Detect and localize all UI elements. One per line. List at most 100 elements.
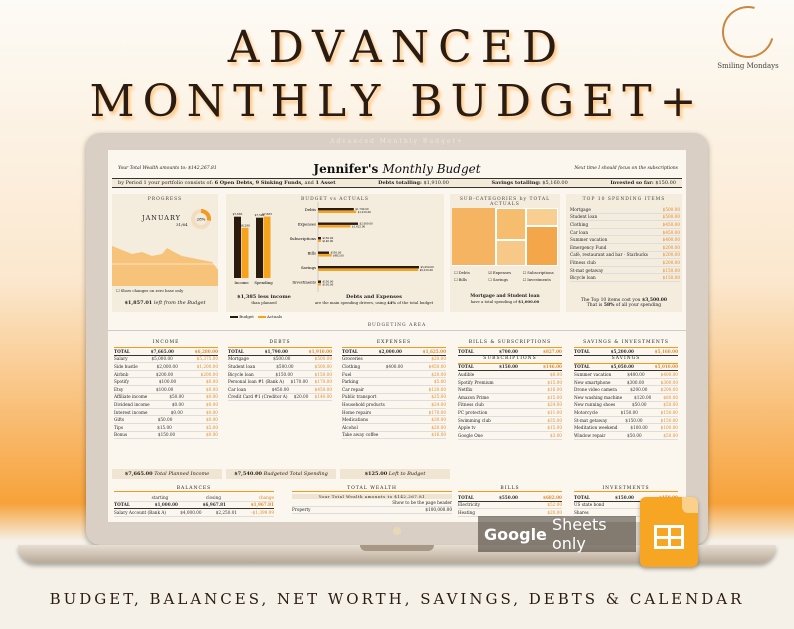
table-row: Google One $3.00: [458, 432, 562, 440]
table-cell: $1,910.00: [308, 348, 332, 354]
table-row: TOTAL $550.00 $682.00: [458, 494, 562, 502]
bar-budget: [256, 217, 263, 278]
table-cell: $2,250.01: [215, 509, 238, 515]
table-row: TOTAL $2,000.00 $1,625.00: [342, 348, 446, 356]
data-label: $7,683: [262, 212, 272, 216]
table-cell: Home repairs: [342, 409, 372, 415]
savings-table: SAVINGS & INVESTMENTS TOTAL $5,200.00 $5,16…: [574, 340, 678, 476]
table-row: St-mat getaway $150.00 $150.00: [574, 417, 678, 425]
table-cell: $140.00: [314, 394, 332, 400]
table-cell: $5,375.00: [196, 356, 218, 362]
table-cell: $1,200.00: [196, 363, 218, 369]
wealth-header-checkbox[interactable]: Show to be the page header: [292, 499, 452, 507]
data-label: $550.00: [331, 251, 342, 255]
table-row: Spotify $100.00 $0.00: [114, 378, 218, 386]
table-cell: $170.00: [428, 409, 446, 415]
table-cell: $5,160.00: [654, 348, 678, 354]
table-cell: $3.00: [549, 432, 562, 438]
table-cell: $450.00: [428, 363, 446, 369]
bar-actuals: [318, 239, 321, 242]
legend-budget-swatch: [230, 316, 238, 318]
data-label: $1,790.00: [355, 207, 369, 211]
table-cell: St-mat getaway: [570, 267, 604, 273]
table-row: New running shoes $50.00 $50.00: [574, 402, 678, 410]
table-subtitle: SAVINGS: [574, 356, 678, 364]
table-row: Motorcycle $150.00 $150.00: [574, 409, 678, 417]
table-cell: Audible: [458, 371, 475, 377]
table-title: SAVINGS & INVESTMENTS: [574, 340, 678, 348]
table-cell: $200.00: [660, 387, 678, 393]
table-cell: $150.00: [498, 364, 518, 370]
table-cell: St-mat getaway: [574, 417, 608, 423]
table-cell: $450.00: [314, 386, 332, 392]
filter-checkbox-expenses[interactable]: ☑ Expenses: [488, 270, 512, 275]
table-cell: $16.00: [431, 432, 446, 438]
table-cell: $170.00: [290, 379, 308, 385]
table-cell: $150.00: [314, 371, 332, 377]
bar-budget: [318, 237, 321, 240]
data-label: $1,910.00: [358, 210, 372, 214]
table-cell: Affiliate income: [114, 394, 148, 400]
table-cell: $15.00: [157, 424, 172, 430]
table-cell: $50.00: [663, 402, 678, 408]
expenses-table: EXPENSES TOTAL $2,000.00 $1,625.00 Groceries…: [342, 340, 446, 476]
table-row: Fitness club $200.00: [570, 259, 680, 267]
table-cell: $50.00: [157, 417, 173, 423]
table-cell: $8.00: [550, 371, 562, 377]
data-label: $150.00: [323, 282, 334, 286]
table-cell: $200.00: [662, 259, 680, 265]
filter-checkbox-debts[interactable]: ☐ Debts: [454, 270, 470, 275]
table-cell: TOTAL: [458, 494, 474, 500]
table-cell: Mortgage: [228, 356, 249, 362]
table-cell: $50.00: [627, 432, 642, 438]
left-from-budget: $1,857.01 left from the Budget: [124, 300, 206, 306]
table-cell: Meditation weekend: [574, 425, 618, 431]
table-cell: $0.00: [205, 432, 218, 438]
table-cell: $450.00: [271, 386, 290, 392]
bar-actuals: [318, 225, 351, 228]
period-select[interactable]: by Period 1 your portfolio consists of: …: [118, 180, 336, 186]
debts-total: Debts totalling: $1,910.00: [378, 180, 449, 186]
drivers-note: Debts and Expenses are the main spending …: [314, 294, 434, 305]
table-row: TOTAL $1,000.00 $6,967.81 $1,967.81: [114, 502, 274, 510]
table-cell: Bicycle loan: [570, 275, 596, 281]
table-cell: Summer vacation: [574, 371, 612, 377]
data-label: $5,050.00: [421, 265, 435, 269]
table-row: Meditation weekend $100.00 $100.00: [574, 424, 678, 432]
table-cell: TOTAL: [458, 364, 474, 370]
table-cell: Public transport: [342, 394, 377, 400]
table-cell: Swimming club: [458, 417, 491, 423]
show-zero-base-checkbox[interactable]: ☐ Show changes on zero base only: [116, 288, 184, 293]
top10-footer: The Top 10 items cost you $3,500.00 That …: [580, 298, 668, 308]
subcategories-summary: Mortgage and Student loan have a total sp…: [470, 294, 540, 304]
treemap-cell: [526, 226, 558, 266]
table-row: Household products $24.00: [342, 401, 446, 409]
sheet-header: Your Total Wealth amounts to: $142,267.8…: [108, 156, 686, 178]
table-cell: Gifts: [114, 417, 125, 423]
savings-total: Savings totalling: $5,160.00: [491, 180, 568, 186]
budget-vs-actuals-panel: BUDGET vs ACTUALS $7,665 $6,280 Income $7,5…: [226, 194, 444, 312]
table-cell: Parking: [342, 379, 359, 385]
table-cell: Motorcycle: [574, 409, 598, 415]
table-cell: $400.00: [662, 237, 680, 243]
table-cell: $24.00: [547, 402, 562, 408]
filter-checkbox-savings[interactable]: ☐ Savings: [488, 277, 508, 282]
table-cell: $400.00: [627, 371, 645, 377]
filter-checkbox-subscriptions[interactable]: ☐ Subscriptions: [522, 270, 554, 275]
table-cell: Bonus: [114, 432, 128, 438]
table-cell: $150.00: [625, 417, 643, 423]
table-cell: Summer vacation: [570, 237, 608, 243]
filter-checkbox-investments[interactable]: ☐ Investments: [522, 277, 551, 282]
table-cell: US state bond: [574, 502, 605, 508]
filter-checkbox-bills[interactable]: ☐ Bills: [454, 277, 467, 282]
table-row: TOTAL $7,665.00 $6,280.00: [114, 348, 218, 356]
data-label: $1,625.00: [352, 224, 366, 228]
screen-label: Advanced Monthly Budget+: [330, 138, 464, 145]
table-row: Drone video camera $200.00 $200.00: [574, 386, 678, 394]
table-title: EXPENSES: [342, 340, 446, 348]
table-cell: $300.00: [626, 379, 645, 385]
table-cell: $150.00: [614, 494, 634, 500]
table-cell: $170.00: [314, 379, 332, 385]
balances-title: BALANCES: [114, 486, 274, 492]
category-label: Investments: [292, 280, 316, 285]
